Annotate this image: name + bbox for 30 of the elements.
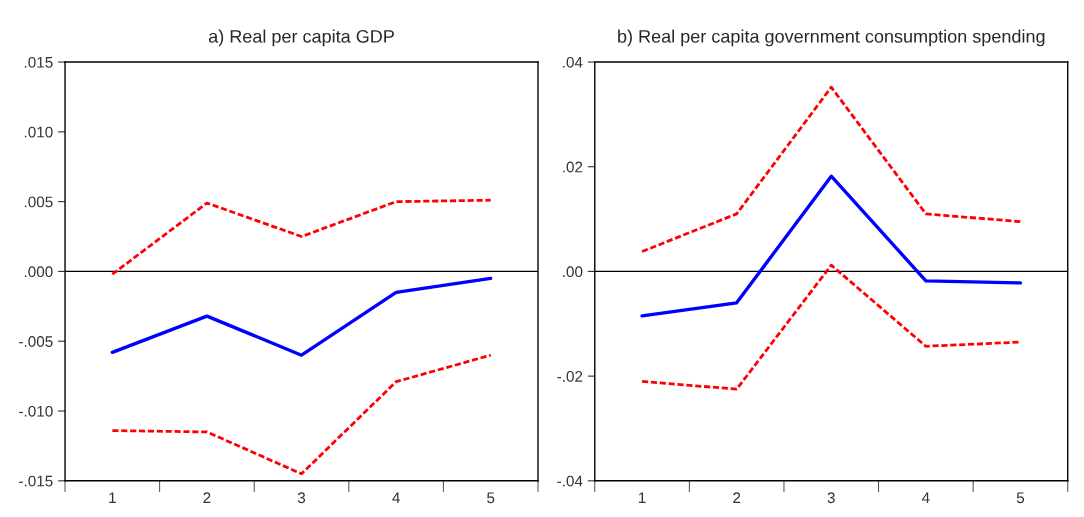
line-series <box>110 198 493 276</box>
x-tick-label: 2 <box>203 492 211 503</box>
y-tick-label: -.015 <box>19 475 53 487</box>
x-tick-label: 3 <box>297 492 306 504</box>
y-tick-label: -.005 <box>19 336 53 347</box>
x-tick-label: 1 <box>109 492 116 503</box>
y-tick-label: .010 <box>24 126 53 138</box>
y-tick-label: .04 <box>563 56 583 68</box>
chart-title: b) Real per capita government consumption spending <box>618 29 1045 47</box>
y-tick-label: .02 <box>563 161 583 173</box>
y-tick-label: .00 <box>563 266 583 278</box>
x-tick-label: 2 <box>733 492 741 503</box>
x-tick-label: 3 <box>827 492 835 504</box>
x-tick-label: 5 <box>487 492 495 504</box>
line-series <box>110 353 493 476</box>
y-tick-label: .015 <box>24 56 53 68</box>
x-tick-label: 4 <box>921 492 930 503</box>
x-tick-label: 1 <box>638 492 646 503</box>
y-tick-label: -.04 <box>557 475 583 487</box>
line-series <box>640 263 1022 391</box>
y-tick-label: -.02 <box>557 370 583 382</box>
y-tick-label: .000 <box>24 266 53 278</box>
line-series <box>640 174 1023 318</box>
x-tick-label: 5 <box>1016 492 1025 504</box>
chart-title: a) Real per capita GDP <box>208 29 394 47</box>
y-tick-label: .005 <box>24 196 53 208</box>
line-series <box>640 85 1022 253</box>
line-series <box>110 276 493 357</box>
y-tick-label: -.010 <box>19 405 53 417</box>
x-tick-label: 4 <box>392 492 400 503</box>
